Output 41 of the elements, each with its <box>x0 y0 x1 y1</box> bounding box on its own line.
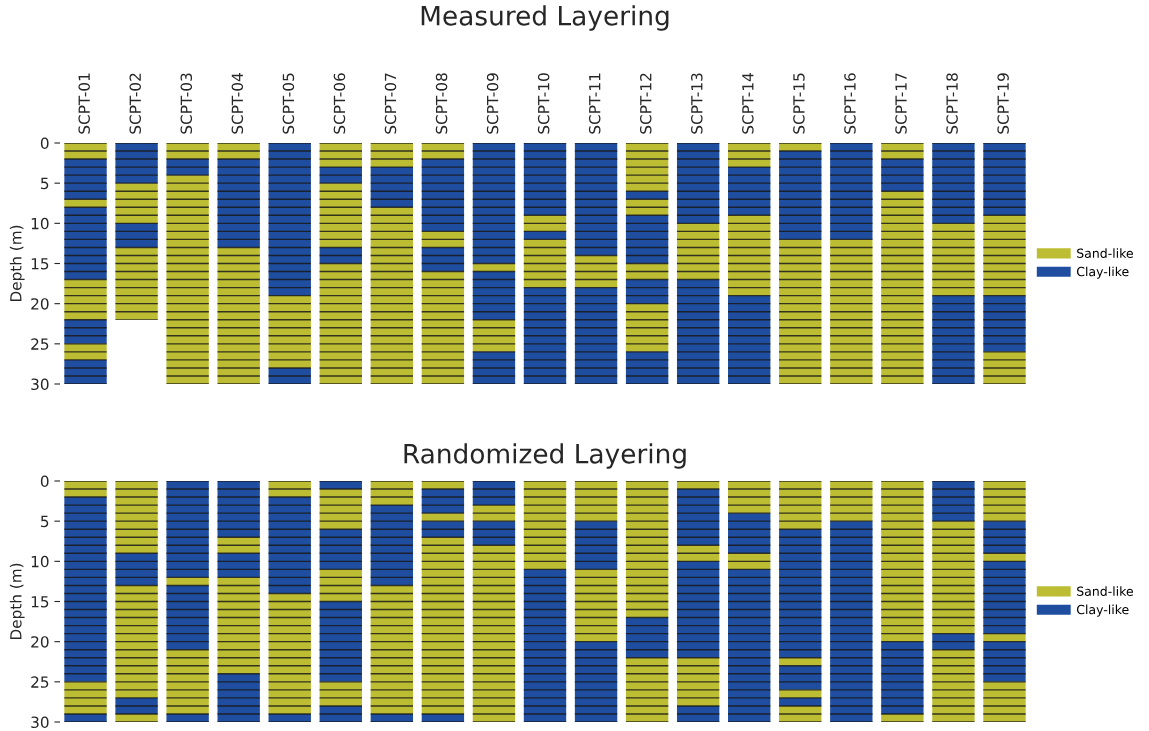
x-tick-label: SCPT-09 <box>486 73 499 134</box>
y-tick-label: 5 <box>41 177 49 190</box>
x-tick-label: SCPT-14 <box>742 73 754 134</box>
y-tick-label: 30 <box>31 378 49 391</box>
chart-title: Measured Layering <box>421 5 669 31</box>
x-tick-label: SCPT-01 <box>78 73 90 134</box>
x-tick-label: SCPT-03 <box>180 73 193 134</box>
y-tick-label: 25 <box>31 676 49 688</box>
y-axis-title: Depth (m) <box>9 225 25 302</box>
x-tick-label: SCPT-12 <box>639 73 652 134</box>
legend-label: Sand-like <box>1077 248 1133 258</box>
x-tick-label: SCPT-07 <box>384 73 397 134</box>
x-tick-label: SCPT-05 <box>282 73 295 134</box>
chart-title: Randomized Layering <box>404 443 686 469</box>
y-tick-label: 10 <box>31 555 49 568</box>
x-tick-label: SCPT-17 <box>895 73 907 134</box>
x-tick-label: SCPT-15 <box>793 73 805 134</box>
x-tick-label: SCPT-18 <box>946 73 958 134</box>
x-tick-label: SCPT-08 <box>435 73 448 134</box>
y-tick-label: 15 <box>31 258 49 270</box>
x-tick-label: SCPT-10 <box>537 73 550 134</box>
x-tick-label: SCPT-02 <box>129 73 142 134</box>
x-tick-label: SCPT-13 <box>691 73 703 134</box>
y-tick-label: 20 <box>31 298 49 310</box>
x-tick-label: SCPT-06 <box>333 73 346 134</box>
y-axis-title: Depth (m) <box>9 563 25 640</box>
legend-label: Clay-like <box>1076 266 1129 279</box>
y-tick-label: 15 <box>31 596 49 608</box>
x-tick-label: SCPT-19 <box>997 73 1009 134</box>
legend-label: Clay-like <box>1076 604 1129 617</box>
y-tick-label: 10 <box>31 217 49 230</box>
y-tick-label: 30 <box>31 716 49 729</box>
y-tick-label: 20 <box>31 636 49 648</box>
y-tick-label: 0 <box>40 475 49 488</box>
y-tick-label: 0 <box>40 137 49 150</box>
x-tick-label: SCPT-04 <box>231 73 244 134</box>
legend-label: Sand-like <box>1077 586 1133 596</box>
y-tick-label: 5 <box>41 515 49 528</box>
x-tick-label: SCPT-11 <box>588 73 601 134</box>
y-tick-label: 25 <box>31 338 49 350</box>
x-tick-label: SCPT-16 <box>844 73 856 134</box>
